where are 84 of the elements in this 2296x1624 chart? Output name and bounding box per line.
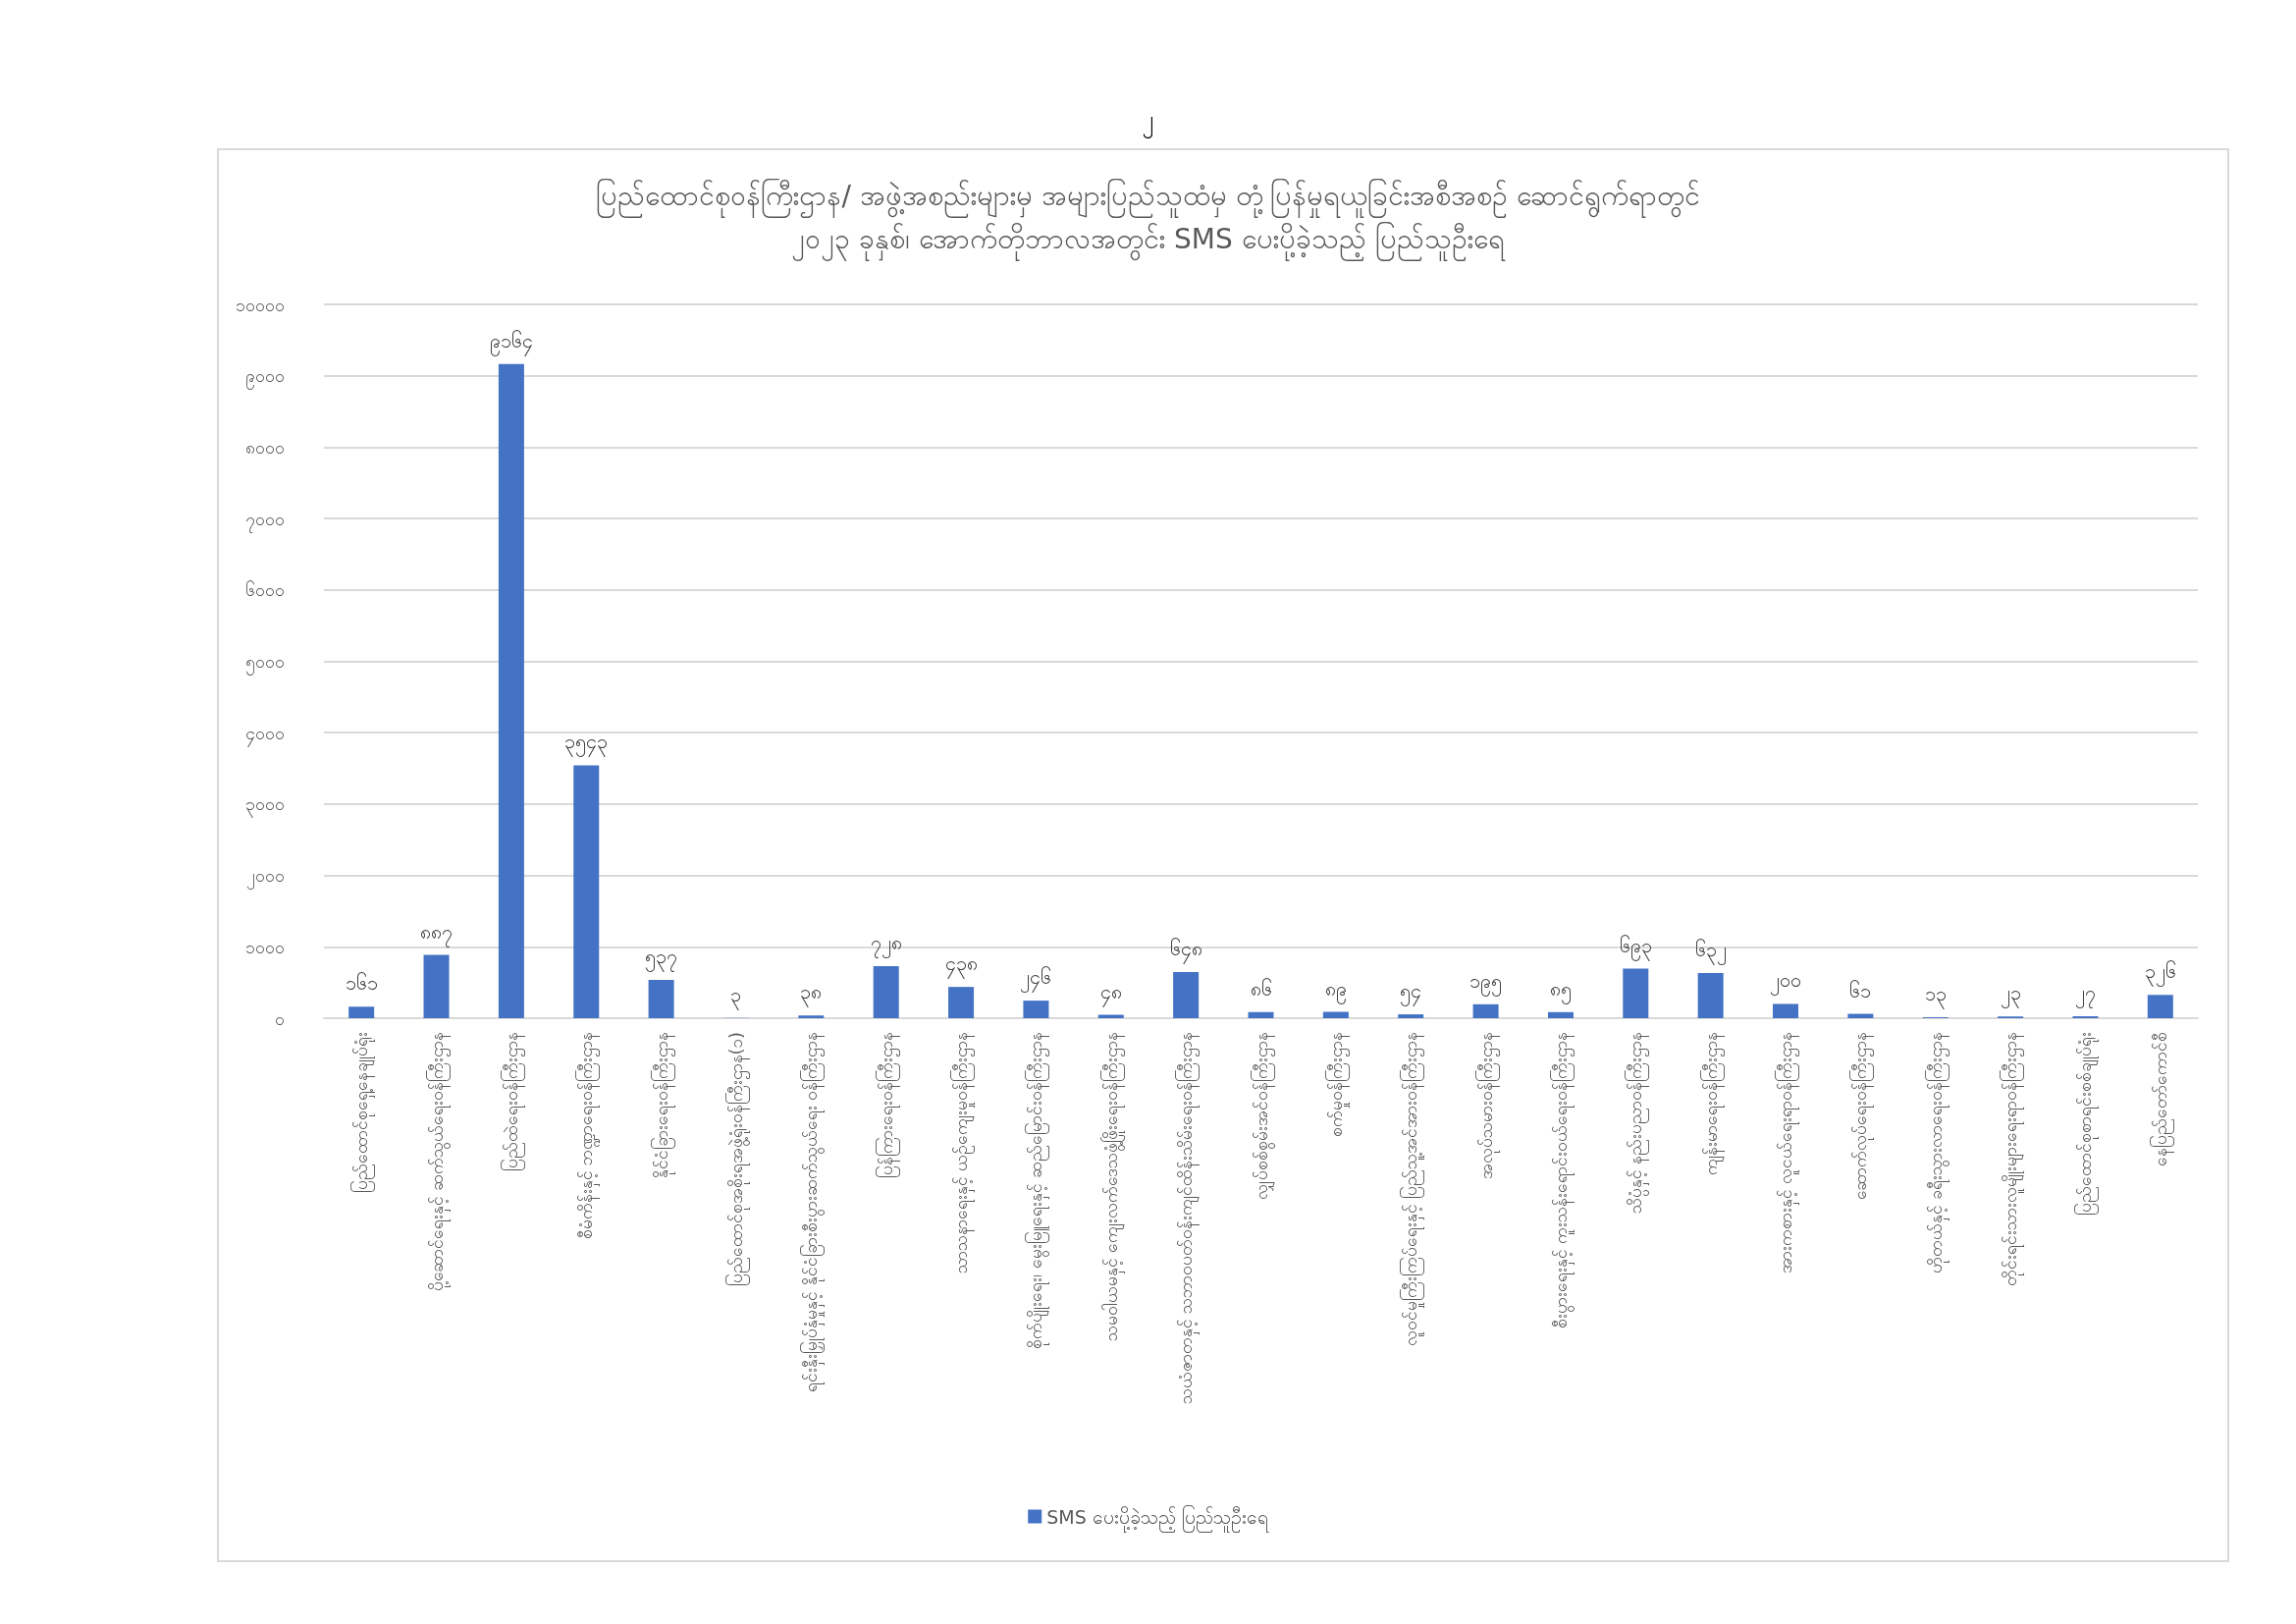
x-tick-label: သာသနာရေးနှင့် ယဉ်ကျေးမှုဝန်ကြီးဌာန (950, 1032, 976, 1274)
data-label: ၄၈ (1099, 979, 1122, 1007)
y-tick-label: ၆၀၀၀ (245, 579, 285, 601)
x-tick-label: ပြန်ကြားရေးဝန်ကြီးဌာန (875, 1032, 900, 1178)
data-label: ၂၀၀ (1770, 968, 1802, 997)
y-tick-label: ၃၀၀၀ (245, 793, 285, 819)
bar (1248, 1011, 1274, 1018)
bar (1472, 1003, 1499, 1018)
data-label: ၂၃ (2000, 981, 2021, 1009)
x-tick-label: ဆောက်လုပ်ရေးဝန်ကြီးဌာန (1849, 1032, 1875, 1200)
y-tick-label: ၂၀၀၀ (246, 865, 285, 891)
x-tick-label: နိုင်ငံခြားရေးဝန်ကြီးဌာန (650, 1032, 675, 1178)
x-tick-label: အလုပ်သမားဝန်ကြီးဌာန (1474, 1032, 1500, 1179)
bar (2147, 995, 2173, 1018)
data-label: ၆၄၈ (1169, 936, 1202, 964)
legend-label: SMS ပေးပို့ခဲ့သည့် ပြည်သူဦးရေ (1046, 1504, 1269, 1533)
bar (348, 1006, 375, 1018)
bar (1697, 973, 1724, 1018)
x-tick-label: သိပ္ပံနှင့် နည်းပညာဝန်ကြီးဌာန (1625, 1032, 1650, 1215)
y-tick-label: ၉၀၀၀ (245, 365, 285, 391)
x-tick-label: သယံဇာတနှင့် သဘာဝပတ်ဝန်းကျင်ထိန်းသိမ်းရေးဝန်ကြီးဌာန (1175, 1032, 1201, 1405)
data-label: ၇၂၈ (870, 931, 902, 959)
bar (1023, 1001, 1049, 1018)
data-label: ၂၄၆ (1020, 965, 1052, 994)
bar (948, 987, 975, 1018)
bar (1773, 1003, 1799, 1018)
y-tick-label: ၇၀၀၀ (245, 508, 285, 533)
data-label: ၃ (730, 982, 742, 1010)
x-tick-label: သမဝါယမနှင့် ကျေးလက်ဒေသဖွံ့ဖြိုးရေးဝန်ကြီးဌာန (1099, 1032, 1125, 1342)
data-label: ၃၂၆ (2144, 959, 2176, 988)
bar (1322, 1011, 1349, 1018)
bar (1173, 971, 1200, 1018)
x-tick-label: ကျန်းမာရေးဝန်ကြီးဌာန (1699, 1032, 1725, 1175)
bar (1847, 1013, 1874, 1018)
bar (423, 954, 450, 1018)
data-label: ၈၆ (1250, 976, 1272, 1001)
y-tick-label: ၁၀၀၀ (245, 936, 285, 957)
data-label: ၉၁၆၄ (489, 328, 533, 356)
x-tick-label: ပြည်ထောင်စုရှေ့နေချုပ်ရုံး (350, 1032, 376, 1193)
y-tick-label: ၀ (275, 1007, 285, 1029)
x-tick-label: စီးပွားရေးနှင့် ကူးသန်းရောင်းဝယ်ရေးဝန်ကြီးဌာန (1549, 1032, 1575, 1329)
data-label: ၁၃ (1924, 982, 1947, 1010)
x-tick-label: စက်မှုဝန်ကြီးဌာန (1324, 1032, 1350, 1137)
data-label: ၁၉၅ (1469, 968, 1503, 997)
x-tick-label: နေပြည်တော်ကောင်စီ (2149, 1032, 2174, 1166)
data-label: ၅၃၇ (645, 944, 678, 972)
data-label: ၄၃၈ (944, 951, 978, 980)
bar (498, 363, 524, 1018)
data-label: ၆၃၂ (1694, 938, 1727, 966)
x-tick-label: ပြည်ထောင်စုစာရင်းစစ်ချုပ်ရုံး (2074, 1032, 2100, 1216)
x-tick-label: ပို့ဆောင်ရေးနှင့် ဆက်သွယ်ရေးဝန်ကြီးဌာန (425, 1032, 451, 1292)
bar (873, 966, 899, 1018)
bar (573, 765, 600, 1018)
bar (1623, 968, 1649, 1018)
x-tick-label: ပြည်ထောင်စုအစိုးရအဖွဲ့ရုံးဝန်ကြီးဌာန(၁) (724, 1032, 750, 1287)
chart-title: ပြည်ထောင်စုဝန်ကြီးဌာန/ အဖွဲ့အစည်းများမှ အများပြည်သူထံမှ တုံ့ပြန်မှုရယူခြင်းအစီအစဉ် ဆောင်ရွက်ရာတွင် ၂၀၂၃ ခုနှစ်၊ အောက်တိုဘာလအတွင်း SMS ပေးပို့ခဲ့သည့် ပြည်သူဦးရေ (596, 177, 1700, 261)
data-label: ၈၉ (1324, 976, 1347, 1004)
y-tick-label: ၈၀၀၀ (245, 436, 285, 458)
x-tick-label: လူဝင်မှုကြီးကြပ်ရေးနှင့် ပြည်သူ့အင်အားဝန်ကြီးဌာန (1400, 1032, 1425, 1347)
data-label: ၈၅ (1549, 976, 1572, 1004)
text: ၂ (1143, 106, 1153, 138)
data-label: ၁၆၁ (345, 971, 378, 996)
x-tick-label: ပြည်ထဲရေးဝန်ကြီးဌာန (500, 1032, 525, 1171)
data-label: ၆၁ (1849, 978, 1872, 1002)
y-tick-label: ၅၀၀၀ (245, 651, 285, 676)
data-label: ၃၈ (800, 980, 823, 1008)
x-tick-label: တိုင်းရင်းသားလူမျိုးများရေးရာဝန်ကြီးဌာန (2000, 1032, 2025, 1286)
bar (1547, 1011, 1574, 1018)
x-tick-label: စီမံကိန်းနှင့် ဘဏ္ဍာရေးဝန်ကြီးဌာန (575, 1032, 601, 1240)
x-tick-label: လျှပ်စစ်စွမ်းအင်ဝန်ကြီးဌာန (1250, 1032, 1275, 1200)
bar (1398, 1014, 1424, 1018)
bar (648, 979, 674, 1018)
data-label: ၅၄ (1400, 979, 1422, 1007)
bar (798, 1015, 825, 1018)
x-tick-label: ရင်းနှီးမြှုပ်နှံမှုနှင့် နိုင်ငံခြားစီးပွားဆက်သွယ်ရေး ဝန်ကြီးဌာန (800, 1032, 826, 1392)
x-tick-label: ဟိုတယ်နှင့် ခရီးသွားလာရေးဝန်ကြီးဌာန (1924, 1032, 1949, 1274)
x-tick-label: စိုက်ပျိုးရေး၊ မွေးမြူရေးနှင့် ဆည်မြောင်းဝန်ကြီးဌာန (1025, 1032, 1050, 1349)
data-label: ၈၈၇ (420, 919, 454, 947)
data-label: ၂၇ (2074, 981, 2096, 1009)
data-label: ၃၅၄၃ (564, 730, 609, 758)
data-label: ၆၉၃ (1619, 933, 1652, 961)
y-tick-label: ၄၀၀၀ (245, 722, 285, 747)
y-tick-label: ၁၀၀၀၀ (236, 294, 285, 315)
x-tick-label: အားကစားနှင့် လူငယ်ရေးရာဝန်ကြီးဌာန (1775, 1032, 1800, 1274)
